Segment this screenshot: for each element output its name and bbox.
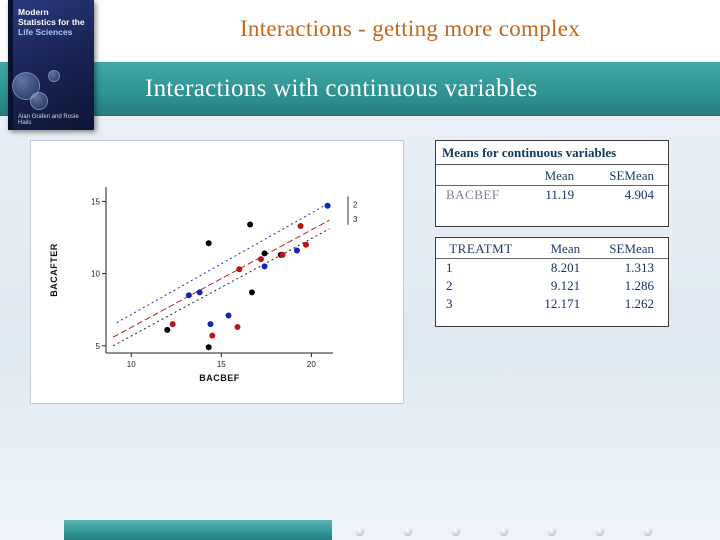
book-title-line: Life Sciences [18,27,73,38]
table-cell: BACBEF [446,187,500,202]
scatter-plot-panel: 10 15 20 5 10 15 2 3 BACBEF BACAFTER [30,140,404,404]
table-cell: 1.286 [624,278,654,293]
footer-dot [404,527,412,535]
footer-dot [500,527,508,535]
svg-text:10: 10 [127,360,136,369]
footer-dot [548,527,556,535]
svg-text:15: 15 [91,197,100,206]
decorative-bubble [48,70,60,82]
table-row: 1 8.201 1.313 [436,259,668,278]
table-cell: 8.201 [550,260,581,275]
svg-text:3: 3 [353,215,358,224]
svg-text:15: 15 [217,360,226,369]
table-header-cell: SEMean [609,168,654,183]
table-cell: 1 [446,260,453,275]
table-row: 2 9.121 1.286 [436,277,668,295]
table-cell: 1.313 [624,260,654,275]
table-cell: 3 [446,296,453,311]
decorative-bubble [30,92,48,110]
table-cell: 4.904 [624,187,654,202]
table-cell: 11.19 [545,187,575,202]
book-title-line: Modern [18,7,49,17]
table-header-row: TREATMT Mean SEMean [436,240,668,259]
footer-bar [64,520,332,540]
footer-dot [644,527,652,535]
book-spine [8,0,13,130]
footer-dot [596,527,604,535]
book-authors: Alan Grafen and Rosie Hails [18,114,79,126]
table-header-cell: Mean [544,168,575,183]
book-title: Modern Statistics for the Life Sciences [18,7,90,38]
table-header-row: Mean SEMean [436,167,668,186]
footer-dot [356,527,364,535]
book-title-line: Statistics for the [18,17,85,28]
scatter-plot: 10 15 20 5 10 15 2 3 BACBEF BACAFTER [49,187,358,383]
svg-text:BACAFTER: BACAFTER [49,243,59,297]
table-header-cell [436,167,526,186]
table-row: BACBEF 11.19 4.904 [436,186,668,205]
table-row: 3 12.171 1.262 [436,295,668,313]
treatment-means-table: TREATMT Mean SEMean 1 8.201 1.313 2 9.12… [435,237,669,327]
table-header-cell: SEMean [609,241,654,256]
table-header-cell: Mean [550,241,581,256]
slide-subtitle: Interactions with continuous variables [145,74,538,102]
svg-text:10: 10 [91,270,100,279]
table-header-cell: TREATMT [449,241,513,256]
svg-text:20: 20 [307,360,316,369]
table-cell: 9.121 [550,278,581,293]
footer-dots [356,527,652,535]
footer-dot [452,527,460,535]
book-cover: Modern Statistics for the Life Sciences … [8,0,94,130]
subtitle-banner: Interactions with continuous variables [0,62,720,116]
slide-title: Interactions - getting more complex [239,16,581,41]
table-cell: 2 [446,278,453,293]
table-cell: 12.171 [544,296,581,311]
continuous-variables-table: Means for continuous variables Mean SEMe… [435,140,669,227]
svg-text:2: 2 [353,200,358,209]
svg-text:BACBEF: BACBEF [199,373,240,383]
table-cell: 1.262 [624,296,654,311]
table-title: Means for continuous variables [436,141,668,165]
svg-text:5: 5 [96,342,101,351]
